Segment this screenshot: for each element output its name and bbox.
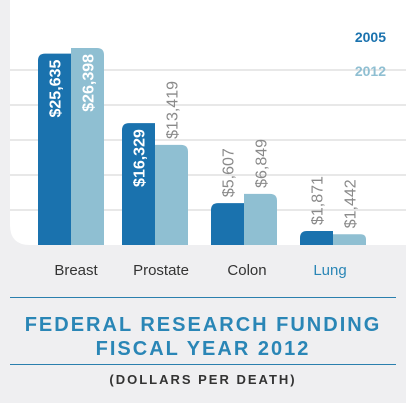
chart-subtitle: (DOLLARS PER DEATH) (109, 372, 297, 387)
category-label-lung: Lung (313, 262, 347, 279)
value-label-colon-2005: $5,607 (221, 148, 238, 197)
category-label-colon: Colon (227, 262, 267, 279)
chart-title: FEDERAL RESEARCH FUNDING (24, 314, 382, 336)
bar-prostate-2012 (155, 144, 188, 245)
value-label-lung-2005: $1,871 (310, 176, 327, 225)
bar-lung-2012 (333, 234, 366, 245)
value-label-colon-2012: $6,849 (254, 139, 271, 188)
legend-2005: 2005 (355, 29, 386, 45)
category-label-prostate: Prostate (133, 262, 189, 279)
bar-prostate-2005 (122, 123, 155, 245)
bar-colon-2012 (244, 193, 277, 245)
bar-chart: $25,635 $26,398 $16,329 $13,419 $5,607 $6,849… (0, 0, 406, 246)
value-label-lung-2012: $1,442 (343, 179, 360, 228)
value-label-breast-2005: $25,635 (48, 60, 65, 118)
title-divider-bottom (10, 364, 396, 365)
value-label-breast-2012: $26,398 (81, 54, 98, 112)
bar-lung-2005 (300, 231, 333, 245)
category-label-breast: Breast (54, 262, 98, 279)
title-divider-top (10, 297, 396, 298)
bar-colon-2005 (211, 203, 244, 245)
chart-title-line2: FISCAL YEAR 2012 (95, 338, 311, 360)
bar-breast-2005 (38, 53, 71, 246)
value-label-prostate-2012: $13,419 (165, 81, 182, 139)
value-label-prostate-2005: $16,329 (132, 129, 149, 187)
bar-breast-2012 (71, 47, 104, 245)
legend-2012: 2012 (355, 63, 386, 79)
